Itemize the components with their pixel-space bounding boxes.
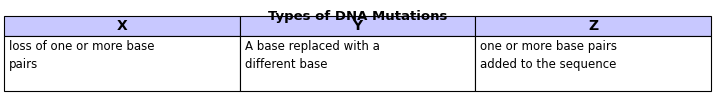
Bar	[240, 16, 475, 36]
Bar	[4, 36, 240, 91]
Bar	[475, 36, 711, 91]
Text: loss of one or more base
pairs: loss of one or more base pairs	[9, 40, 154, 71]
Text: Types of DNA Mutations: Types of DNA Mutations	[268, 10, 447, 23]
Text: one or more base pairs
added to the sequence: one or more base pairs added to the sequ…	[480, 40, 617, 71]
Text: A base replaced with a
different base: A base replaced with a different base	[245, 40, 380, 71]
Text: Z: Z	[588, 19, 598, 33]
Text: Y: Y	[352, 19, 363, 33]
Bar	[475, 16, 711, 36]
Bar	[4, 16, 240, 36]
Text: X: X	[117, 19, 127, 33]
Bar	[240, 36, 475, 91]
